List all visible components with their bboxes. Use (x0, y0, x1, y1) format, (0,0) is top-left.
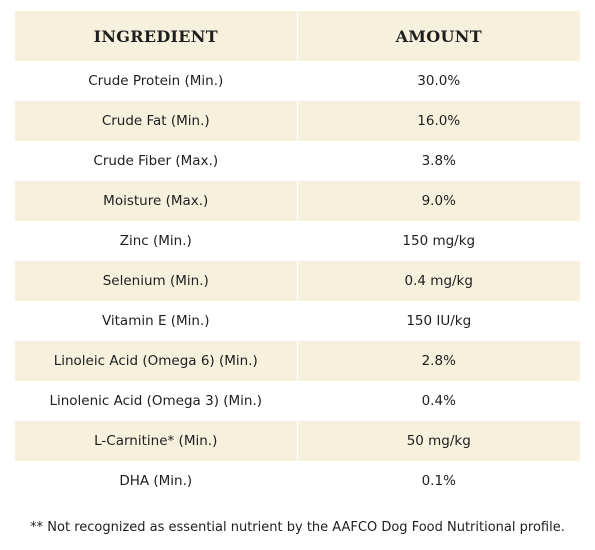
ingredient-cell: Crude Protein (Min.) (15, 61, 298, 101)
ingredient-cell: Zinc (Min.) (15, 221, 298, 261)
table-row: Moisture (Max.) 9.0% (15, 181, 580, 221)
header-amount: AMOUNT (395, 26, 482, 46)
amount-cell: 0.1% (421, 473, 456, 489)
ingredient-cell: DHA (Min.) (15, 461, 298, 501)
amount-cell: 2.8% (421, 353, 456, 369)
footnote: ** Not recognized as essential nutrient … (30, 520, 565, 535)
table-row: Linoleic Acid (Omega 6) (Min.) 2.8% (15, 341, 580, 381)
table-header-row: INGREDIENT AMOUNT (15, 11, 580, 61)
amount-cell: 0.4 mg/kg (404, 273, 473, 289)
amount-cell: 150 mg/kg (402, 233, 476, 249)
table-row: Crude Fiber (Max.) 3.8% (15, 141, 580, 181)
amount-cell: 9.0% (421, 193, 456, 209)
ingredient-cell: Moisture (Max.) (15, 181, 298, 221)
amount-cell: 50 mg/kg (406, 433, 471, 449)
ingredient-cell: Vitamin E (Min.) (15, 301, 298, 341)
ingredient-cell: Selenium (Min.) (15, 261, 298, 301)
table-row: Linolenic Acid (Omega 3) (Min.) 0.4% (15, 381, 580, 421)
ingredient-cell: Crude Fat (Min.) (15, 101, 298, 141)
ingredient-cell: Linolenic Acid (Omega 3) (Min.) (15, 381, 298, 421)
table-row: Crude Fat (Min.) 16.0% (15, 101, 580, 141)
amount-cell: 16.0% (417, 113, 461, 129)
amount-cell: 0.4% (421, 393, 456, 409)
table-row: Zinc (Min.) 150 mg/kg (15, 221, 580, 261)
table-row: Crude Protein (Min.) 30.0% (15, 61, 580, 101)
amount-cell: 150 IU/kg (406, 313, 472, 329)
table-row: Selenium (Min.) 0.4 mg/kg (15, 261, 580, 301)
amount-cell: 30.0% (417, 73, 461, 89)
table-row: L-Carnitine* (Min.) 50 mg/kg (15, 421, 580, 461)
ingredient-cell: Crude Fiber (Max.) (15, 141, 298, 181)
table-row: DHA (Min.) 0.1% (15, 461, 580, 501)
amount-cell: 3.8% (421, 153, 456, 169)
nutrition-table: INGREDIENT AMOUNT Crude Protein (Min.) 3… (15, 11, 580, 501)
header-ingredient: INGREDIENT (15, 11, 298, 61)
ingredient-cell: Linoleic Acid (Omega 6) (Min.) (15, 341, 298, 381)
ingredient-cell: L-Carnitine* (Min.) (15, 421, 298, 461)
table-row: Vitamin E (Min.) 150 IU/kg (15, 301, 580, 341)
